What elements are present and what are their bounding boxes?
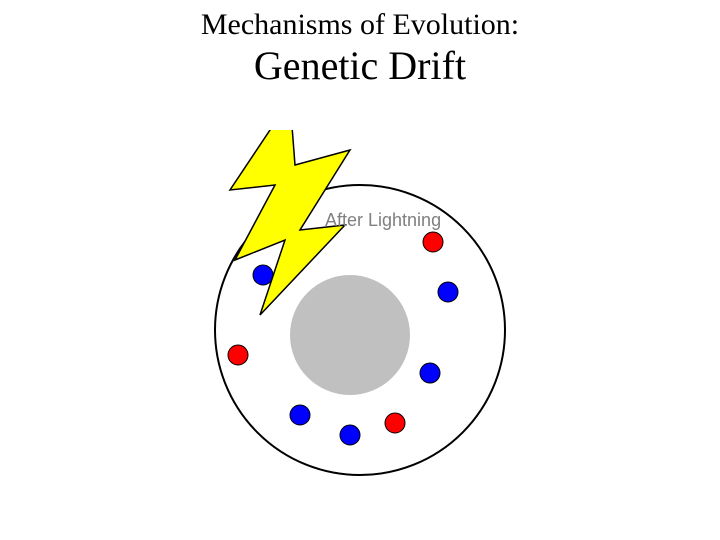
allele-dot — [420, 363, 440, 383]
allele-dot — [290, 405, 310, 425]
supertitle: Mechanisms of Evolution: — [0, 8, 720, 42]
genetic-drift-diagram — [180, 130, 540, 490]
allele-dot — [385, 413, 405, 433]
allele-dot — [423, 232, 443, 252]
slide: Mechanisms of Evolution: Genetic Drift A… — [0, 0, 720, 540]
allele-dot — [228, 345, 248, 365]
population-inner-circle — [290, 275, 410, 395]
allele-dot — [253, 265, 273, 285]
main-title: Genetic Drift — [0, 42, 720, 89]
after-lightning-label: After Lightning — [325, 210, 441, 231]
allele-dot — [340, 425, 360, 445]
allele-dot — [438, 282, 458, 302]
